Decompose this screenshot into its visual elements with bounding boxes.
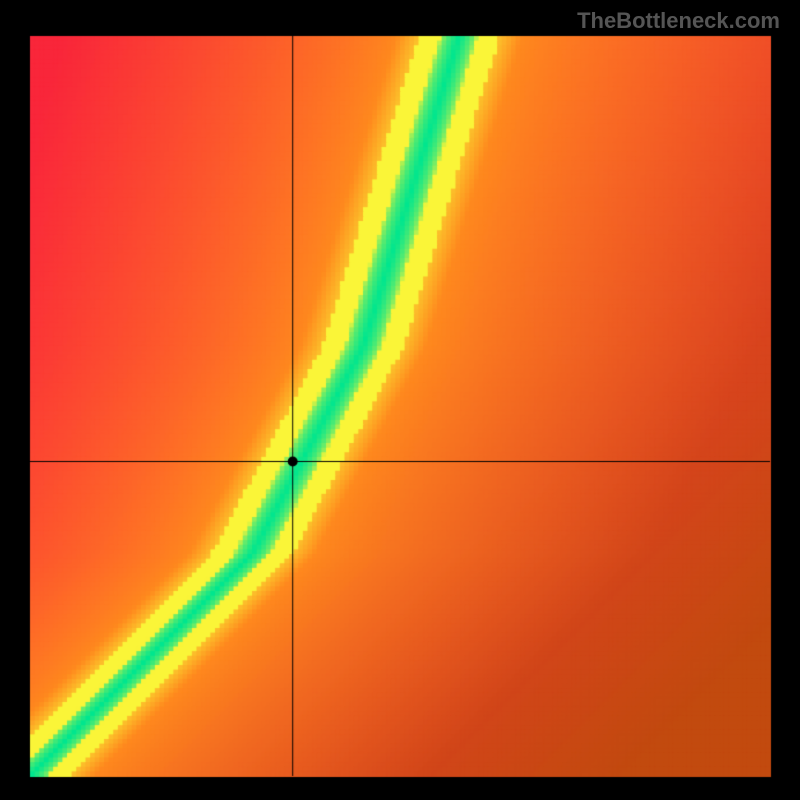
- bottleneck-heatmap: [0, 0, 800, 800]
- chart-container: { "watermark": { "text": "TheBottleneck.…: [0, 0, 800, 800]
- watermark-text: TheBottleneck.com: [577, 8, 780, 34]
